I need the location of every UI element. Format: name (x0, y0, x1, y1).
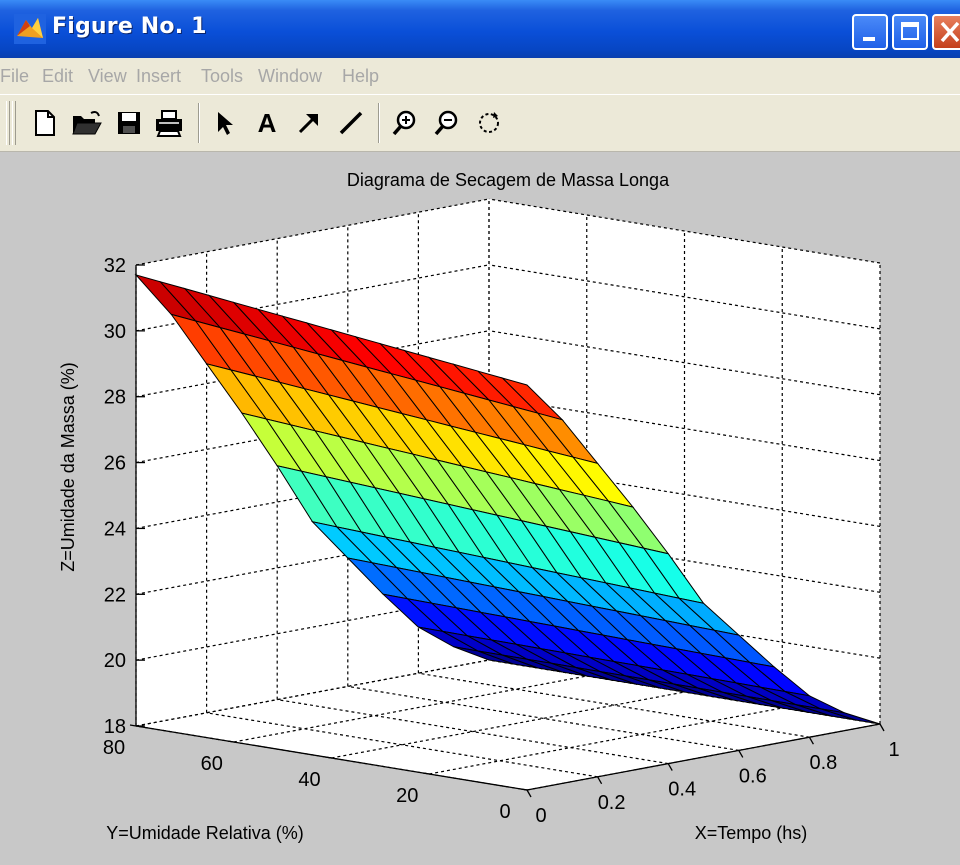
text-tool-button[interactable]: A (250, 105, 284, 141)
insert-arrow-icon (298, 114, 318, 134)
grid-line (418, 672, 810, 738)
save-icon (118, 112, 140, 134)
close-icon (940, 21, 960, 43)
y-tick-label: 20 (396, 785, 418, 807)
title-bar[interactable]: Figure No. 1 (0, 0, 960, 58)
menu-window[interactable]: Window (258, 66, 323, 86)
x-tick-mark (738, 750, 744, 758)
grid-line (488, 330, 881, 396)
maximize-button[interactable] (892, 14, 928, 50)
x-tick-mark (526, 789, 532, 798)
y-tick-mark (423, 772, 430, 775)
grid-line (206, 712, 598, 778)
x-tick-mark (667, 763, 673, 771)
grid-line (277, 699, 669, 765)
menu-edit[interactable]: Edit (42, 66, 74, 86)
select-tool-button[interactable] (208, 105, 242, 141)
axes-lines (129, 264, 885, 798)
surface-plot[interactable]: 00.20.40.60.810204060801820222426283032 … (0, 152, 960, 865)
chart-title: Diagrama de Secagem de Massa Longa (347, 170, 670, 190)
z-tick-label: 30 (104, 321, 126, 343)
x-tick-label: 0.2 (598, 792, 626, 814)
z-tick-label: 22 (104, 584, 126, 606)
open-file-button[interactable] (70, 105, 104, 141)
open-folder-icon (72, 111, 102, 135)
y-axis-label: Y=Umidade Relativa (%) (106, 823, 304, 843)
rotate-3d-icon (479, 112, 499, 133)
floor-panel (136, 660, 880, 790)
grid-line (347, 685, 739, 751)
x-axis-label: X=Tempo (hs) (695, 823, 808, 843)
x-tick-label: 1 (888, 739, 899, 761)
surface-patches (134, 273, 881, 725)
z-tick-label: 18 (104, 716, 126, 738)
z-tick-label: 26 (104, 453, 126, 475)
surface-patch (820, 708, 881, 725)
x-tick-label: 0.6 (739, 765, 767, 787)
y-tick-label: 60 (201, 753, 223, 775)
x-tick-label: 0 (535, 805, 546, 827)
toolbar-separator (378, 103, 380, 143)
x-tick-mark (879, 723, 885, 732)
figure-toolbar: A (0, 94, 960, 152)
z-axis-label: Z=Umidade da Massa (%) (58, 362, 78, 572)
zoom-out-icon (434, 110, 458, 136)
zoom-in-icon (392, 110, 416, 136)
zoom-out-button[interactable] (430, 105, 464, 141)
figure-canvas[interactable]: 0 0.2 0.4 0.6 0.8 1 0 20 40 60 80 18 20 22 24 26 28 30 32 … (0, 152, 960, 865)
select-arrow-icon (218, 112, 233, 135)
window-title: Figure No. 1 (52, 14, 207, 39)
grid-line (488, 198, 881, 264)
x-tick-mark (808, 736, 814, 745)
z-tick-label: 32 (104, 255, 126, 277)
save-button[interactable] (112, 105, 146, 141)
print-icon (156, 110, 182, 137)
maximize-icon (901, 22, 919, 40)
menu-help[interactable]: Help (342, 66, 380, 86)
x-axis-line (526, 723, 881, 791)
line-tool-button[interactable] (334, 105, 368, 141)
y-tick-mark (325, 756, 332, 759)
y-tick-label: 0 (499, 801, 510, 823)
grid-line (488, 395, 881, 462)
close-button[interactable] (932, 14, 960, 50)
menu-insert[interactable]: Insert (136, 66, 182, 86)
print-button[interactable] (152, 105, 186, 141)
new-file-icon (35, 110, 55, 136)
insert-line-icon (339, 111, 363, 135)
minimize-icon (863, 37, 875, 41)
z-tick-label: 20 (104, 650, 126, 672)
menu-tools[interactable]: Tools (201, 66, 244, 86)
toolbar-grip[interactable] (12, 101, 16, 145)
y-tick-mark (520, 788, 528, 791)
y-tick-label: 40 (298, 769, 320, 791)
y-tick-mark (227, 740, 234, 743)
y-tick-mark (129, 724, 137, 727)
menu-view[interactable]: View (88, 66, 127, 86)
x-tick-label: 0.4 (668, 779, 696, 801)
menu-bar: File Edit View Insert Tools Window Help (0, 58, 960, 94)
arrow-tool-button[interactable] (292, 105, 326, 141)
toolbar-grip[interactable] (6, 101, 10, 145)
grid-line (488, 264, 881, 330)
zoom-in-button[interactable] (388, 105, 422, 141)
rotate-3d-button[interactable] (472, 105, 506, 141)
toolbar-separator (198, 103, 200, 143)
z-tick-label: 28 (104, 387, 126, 409)
minimize-button[interactable] (852, 14, 888, 50)
x-tick-mark (597, 776, 603, 785)
matlab-logo-icon (14, 14, 46, 44)
new-figure-button[interactable] (28, 105, 62, 141)
x-tick-label: 0.8 (809, 752, 837, 774)
insert-text-icon: A (257, 107, 277, 138)
y-tick-label: 80 (103, 737, 125, 759)
menu-file[interactable]: File (0, 66, 30, 86)
z-tick-label: 24 (104, 518, 126, 540)
